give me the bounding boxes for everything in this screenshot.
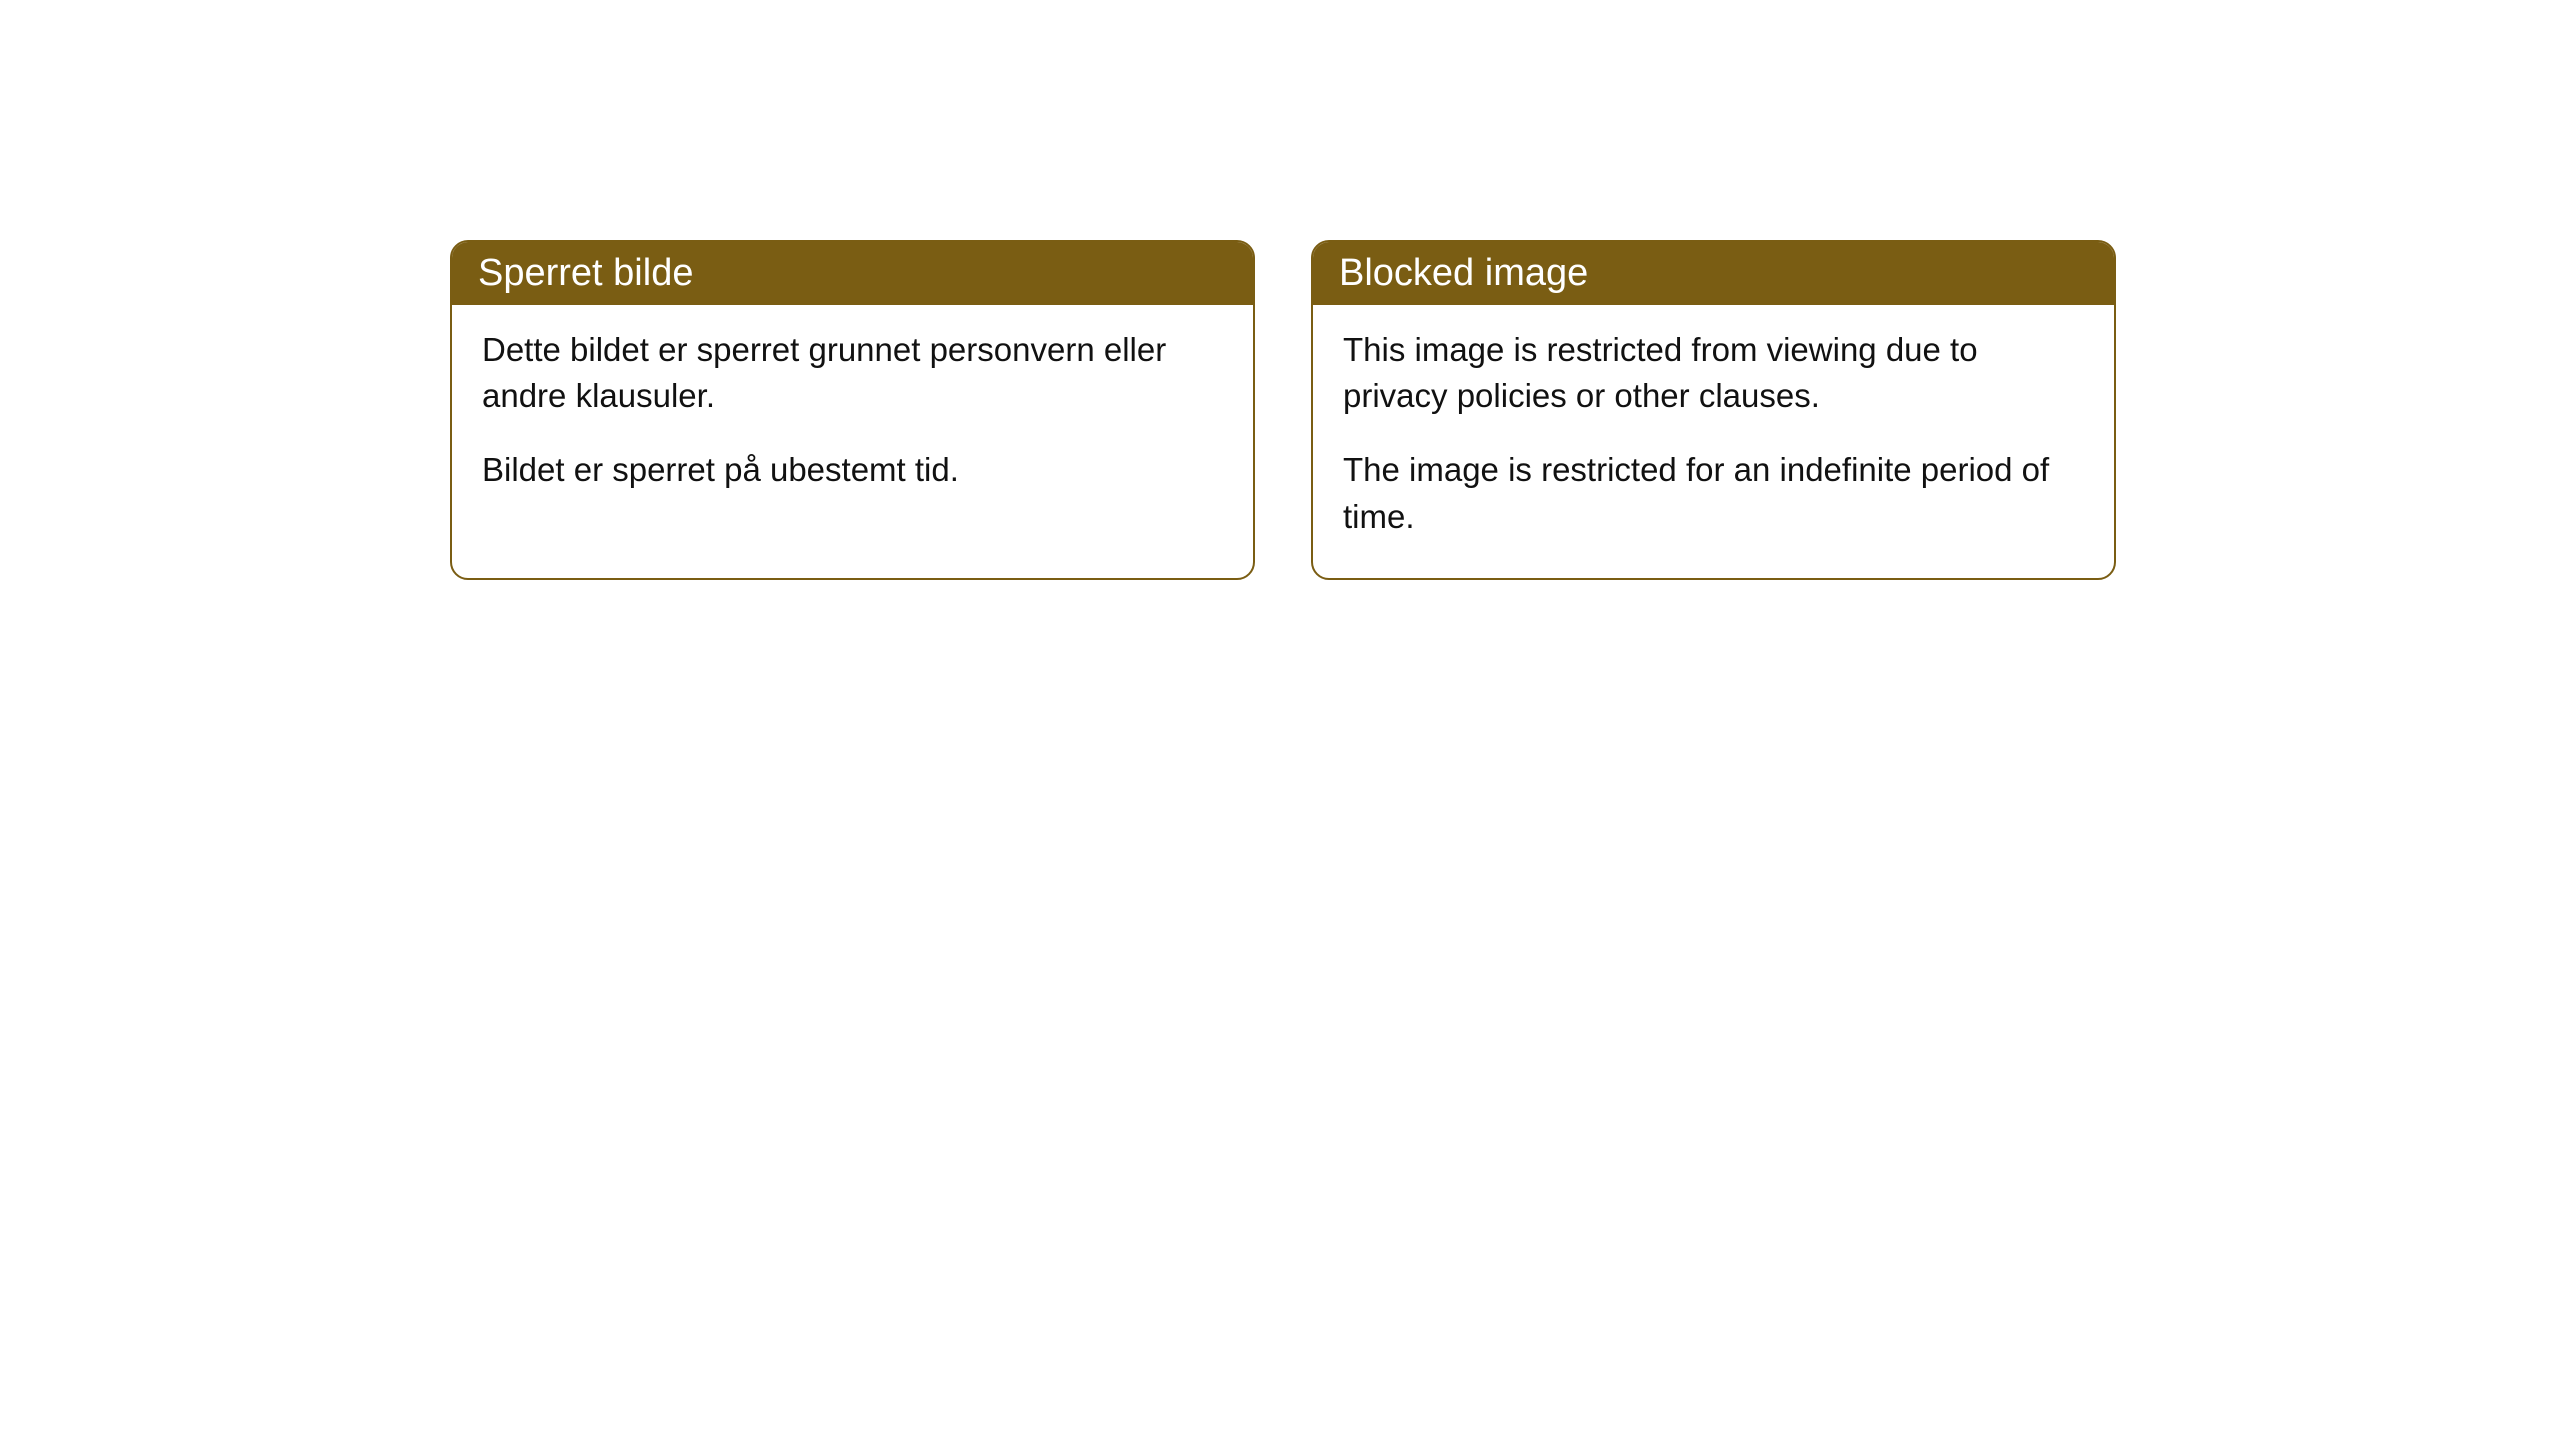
- notice-body: Dette bildet er sperret grunnet personve…: [452, 305, 1253, 532]
- notice-paragraph: Dette bildet er sperret grunnet personve…: [482, 327, 1223, 419]
- notice-card-english: Blocked image This image is restricted f…: [1311, 240, 2116, 580]
- notice-paragraph: This image is restricted from viewing du…: [1343, 327, 2084, 419]
- notice-paragraph: Bildet er sperret på ubestemt tid.: [482, 447, 1223, 493]
- notice-container: Sperret bilde Dette bildet er sperret gr…: [450, 240, 2116, 580]
- notice-header: Blocked image: [1313, 242, 2114, 305]
- notice-card-norwegian: Sperret bilde Dette bildet er sperret gr…: [450, 240, 1255, 580]
- notice-body: This image is restricted from viewing du…: [1313, 305, 2114, 578]
- notice-paragraph: The image is restricted for an indefinit…: [1343, 447, 2084, 539]
- notice-header: Sperret bilde: [452, 242, 1253, 305]
